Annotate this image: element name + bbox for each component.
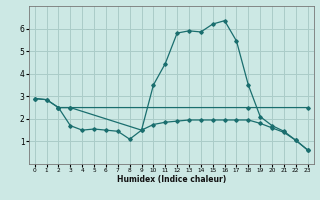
- X-axis label: Humidex (Indice chaleur): Humidex (Indice chaleur): [116, 175, 226, 184]
